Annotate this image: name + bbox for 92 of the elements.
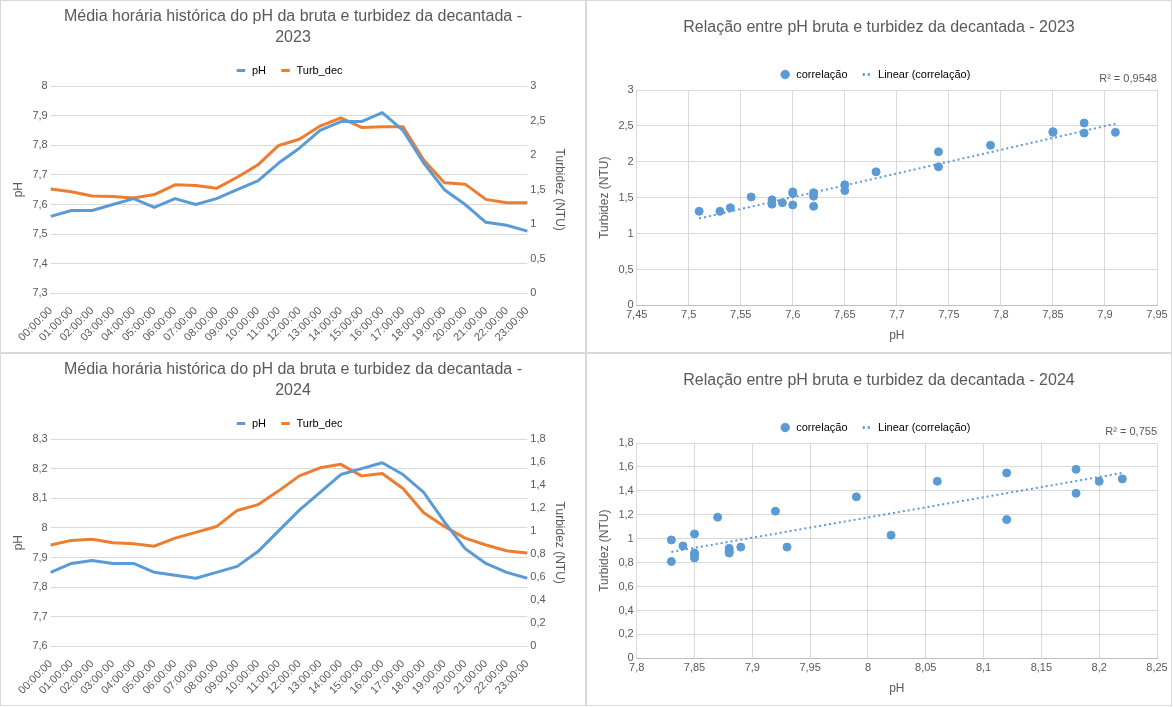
y-tick-label: 0 xyxy=(627,298,634,311)
x-tick-label: 7,45 xyxy=(625,308,648,321)
text: R² = 0,9548 xyxy=(1099,71,1157,84)
chart-title: Média horária histórica do pH da bruta e turbidez da decantada - 2023 xyxy=(62,6,524,47)
y2-tick-label: 0,6 xyxy=(530,570,546,583)
y-tick-label: 3 xyxy=(627,83,634,96)
y-axis-title: pH xyxy=(10,182,25,198)
legend-label: correlação xyxy=(796,420,848,433)
y-tick-label: 1 xyxy=(627,226,634,239)
y-tick-label: 7,9 xyxy=(32,550,48,563)
y-tick-label: 1,5 xyxy=(618,190,634,203)
x-tick-label: 7,75 xyxy=(938,308,960,321)
y-tick-label: 0,6 xyxy=(618,579,634,592)
y-tick-label: 7,6 xyxy=(32,197,48,210)
y-tick-label: 7,6 xyxy=(32,639,48,652)
text: R² = 0,755 xyxy=(1105,424,1157,437)
y-axis-title: Turbidez (NTU) xyxy=(596,509,611,592)
y-tick-label: 0,8 xyxy=(618,555,634,568)
y-tick-label: 8 xyxy=(41,520,48,533)
x-tick-label: 7,8 xyxy=(993,308,1009,321)
y2-tick-label: 1,4 xyxy=(530,478,546,491)
y2-axis-title: Turbidez (NTU) xyxy=(553,501,568,584)
x-tick-label: 7,55 xyxy=(730,308,752,321)
y-tick-label: 7,9 xyxy=(32,108,48,121)
y-tick-label: 0,2 xyxy=(618,627,634,640)
x-tick-label: 8,2 xyxy=(1091,661,1107,674)
y2-tick-label: 1,2 xyxy=(530,501,546,514)
y-tick-label: 0,4 xyxy=(618,603,634,616)
x-tick-label: 7,9 xyxy=(1097,308,1113,321)
y-tick-label: 7,5 xyxy=(32,227,48,240)
y2-tick-label: 2,5 xyxy=(530,113,546,126)
x-tick-label: 7,7 xyxy=(889,308,905,321)
y2-tick-label: 0,8 xyxy=(530,547,546,560)
y-tick-label: 7,4 xyxy=(32,256,48,269)
y-tick-label: 8,2 xyxy=(32,461,48,474)
x-tick-label: 7,9 xyxy=(744,661,760,674)
x-axis-title: pH xyxy=(889,328,905,343)
chart-title: Relação entre pH bruta e turbidez da decantada - 2024 xyxy=(682,369,1076,390)
y-tick-label: 1 xyxy=(627,531,634,544)
y-tick-label: 1,8 xyxy=(618,436,634,449)
x-tick-label: 8,25 xyxy=(1146,661,1168,674)
y2-tick-label: 1 xyxy=(530,217,537,230)
y-tick-label: 2,5 xyxy=(618,118,634,131)
y-axis-title: pH xyxy=(10,535,25,551)
chart-title: Média horária histórica do pH da bruta e turbidez da decantada - 2024 xyxy=(62,359,524,400)
y-tick-label: 7,8 xyxy=(32,580,48,593)
y-tick-label: 8,3 xyxy=(32,432,48,445)
x-tick-label: 7,65 xyxy=(834,308,856,321)
y-axis-title: Turbidez (NTU) xyxy=(596,156,611,239)
x-tick-label: 8 xyxy=(864,661,871,674)
x-tick-label: 7,85 xyxy=(683,661,706,674)
legend-label: Linear (correlação) xyxy=(878,420,971,433)
y2-tick-label: 1,6 xyxy=(530,455,546,468)
y2-tick-label: 0,4 xyxy=(530,593,546,606)
y-tick-label: 1,2 xyxy=(618,507,634,520)
x-tick-label: 7,6 xyxy=(785,308,801,321)
chart-title: Relação entre pH bruta e turbidez da decantada - 2023 xyxy=(682,16,1076,37)
y2-axis-title: Turbidez (NTU) xyxy=(553,148,568,231)
y2-tick-label: 0,5 xyxy=(530,251,546,264)
x-axis-title: pH xyxy=(889,681,905,696)
y-tick-label: 7,8 xyxy=(32,138,48,151)
y2-tick-label: 0 xyxy=(530,639,537,652)
legend-label: correlação xyxy=(796,67,848,80)
y-tick-label: 0 xyxy=(627,651,634,664)
y-tick-label: 1,6 xyxy=(618,459,634,472)
x-tick-label: 8,1 xyxy=(975,661,992,674)
y2-tick-label: 3 xyxy=(530,79,537,92)
x-tick-label: 7,95 xyxy=(799,661,821,674)
x-tick-label: 7,5 xyxy=(681,308,697,321)
y-tick-label: 7,7 xyxy=(32,167,48,180)
y2-tick-label: 1,8 xyxy=(530,432,546,445)
legend-label: pH xyxy=(251,63,267,76)
legend-label: Turb_dec xyxy=(296,63,344,76)
legend-label: Linear (correlação) xyxy=(878,67,971,80)
y-tick-label: 2 xyxy=(627,154,634,167)
y2-tick-label: 0,2 xyxy=(530,616,546,629)
y-tick-label: 1,4 xyxy=(618,483,634,496)
x-tick-label: 7,85 xyxy=(1042,308,1064,321)
y-tick-label: 0,5 xyxy=(618,262,634,275)
x-tick-label: 8,05 xyxy=(915,661,937,674)
y-tick-label: 8,1 xyxy=(32,491,48,504)
y2-tick-label: 0 xyxy=(530,286,537,299)
y-tick-label: 8 xyxy=(41,79,48,92)
y-tick-label: 7,3 xyxy=(32,286,48,299)
y2-tick-label: 1,5 xyxy=(530,182,546,195)
y2-tick-label: 1 xyxy=(530,524,537,537)
x-tick-label: 8,15 xyxy=(1030,661,1053,674)
legend-label: Turb_dec xyxy=(296,416,344,429)
legend-label: pH xyxy=(251,416,267,429)
y-tick-label: 7,7 xyxy=(32,609,48,622)
y2-tick-label: 2 xyxy=(530,148,537,161)
x-tick-label: 7,95 xyxy=(1146,308,1168,321)
